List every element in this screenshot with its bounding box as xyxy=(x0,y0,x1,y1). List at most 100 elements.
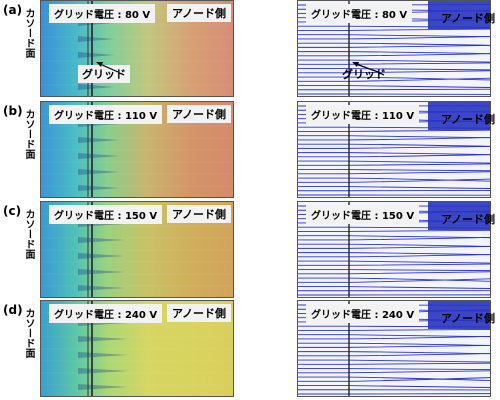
trajectory-line xyxy=(298,70,490,74)
grid-callout-right: グリッド xyxy=(342,68,386,81)
trajectory-line xyxy=(298,359,490,363)
potential-map-panel: グリッド電圧 : 240 V アノード側 xyxy=(40,300,234,397)
trajectory-line xyxy=(298,271,490,275)
row-label: (d) xyxy=(3,303,23,317)
trajectory-line xyxy=(298,254,490,258)
trajectory-line xyxy=(298,59,490,63)
grid-field-tip xyxy=(78,185,119,191)
trajectory-line xyxy=(298,62,490,65)
grid-field-tip xyxy=(78,368,129,374)
potential-map-panel: グリッド電圧 : 80 V アノード側 xyxy=(40,0,234,97)
grid-field-tip xyxy=(78,153,119,159)
cathode-label: カソード面 xyxy=(23,308,34,358)
trajectory-line xyxy=(298,286,490,289)
trajectory-line xyxy=(298,28,490,31)
trajectory-panel: グリッド電圧 : 80 V xyxy=(297,0,491,97)
trajectory-line xyxy=(298,169,490,172)
trajectory-line xyxy=(298,137,490,141)
row-label: (b) xyxy=(3,104,23,118)
trajectory-dense-region xyxy=(428,1,490,29)
trajectory-line xyxy=(298,370,490,374)
row-d: (d) カソード面 グリッド電圧 : 240 V アノード側 グリッド電圧 : … xyxy=(0,300,500,397)
grid-field-tip xyxy=(78,52,114,58)
trajectory-line xyxy=(298,269,490,272)
trajectory-line xyxy=(298,145,490,149)
trajectory-svg xyxy=(298,1,490,96)
row-c: (c) カソード面 グリッド電圧 : 150 V アノード側 グリッド電圧 : … xyxy=(0,201,500,298)
trajectory-line xyxy=(298,135,490,139)
trajectory-panel: グリッド電圧 : 240 V xyxy=(297,300,491,397)
trajectory-line xyxy=(298,335,490,340)
row-b: (b) カソード面 グリッド電圧 : 110 V アノード側 グリッド電圧 : … xyxy=(0,101,500,198)
grid-field-tip xyxy=(78,253,124,259)
potential-map-panel: グリッド電圧 : 150 V アノード側 xyxy=(40,201,234,298)
trajectory-panel: グリッド電圧 : 110 V xyxy=(297,101,491,198)
grid-voltage-label: グリッド電圧 : 150 V xyxy=(49,205,163,224)
grid-field-tip xyxy=(78,237,124,243)
trajectory-panel: グリッド電圧 : 150 V xyxy=(297,201,491,298)
grid-voltage-label: グリッド電圧 : 80 V xyxy=(49,4,156,23)
trajectory-line xyxy=(298,263,490,266)
trajectory-line xyxy=(298,88,490,91)
grid-field-tip xyxy=(78,137,119,143)
anode-side-label: アノード側 xyxy=(166,105,231,123)
trajectory-line xyxy=(298,351,490,355)
trajectory-line xyxy=(298,342,490,346)
trajectory-line xyxy=(298,186,490,189)
cathode-label: カソード面 xyxy=(23,8,34,58)
trajectory-line xyxy=(298,235,490,239)
grid-field-tip xyxy=(78,336,129,342)
grid-field-tip xyxy=(78,269,124,275)
grid-field-tip xyxy=(78,36,114,42)
trajectory-line xyxy=(298,68,490,71)
anode-side-label-right: アノード側 xyxy=(441,12,496,25)
trajectory-line xyxy=(298,51,490,55)
trajectory-line xyxy=(298,171,490,175)
anode-side-label: アノード側 xyxy=(166,304,231,322)
trajectory-line xyxy=(298,237,490,241)
grid-voltage-label: グリッド電圧 : 240 V xyxy=(306,304,420,323)
cathode-label: カソード面 xyxy=(23,209,34,259)
anode-side-label: アノード側 xyxy=(166,4,231,22)
trajectory-line xyxy=(298,243,490,247)
trajectory-line xyxy=(298,163,490,166)
grid-voltage-label: グリッド電圧 : 240 V xyxy=(49,304,163,323)
row-label: (c) xyxy=(3,204,22,218)
trajectory-line xyxy=(298,245,490,249)
trajectory-line xyxy=(298,36,490,40)
trajectory-line xyxy=(298,42,490,46)
trajectory-line xyxy=(298,129,490,132)
anode-side-label-right: アノード側 xyxy=(441,213,496,226)
trajectory-line xyxy=(298,344,490,348)
grid-callout: グリッド xyxy=(78,65,130,83)
potential-map-panel: グリッド電圧 : 110 V アノード側 xyxy=(40,101,234,198)
trajectory-line xyxy=(298,328,490,331)
trajectory-line xyxy=(298,334,490,338)
grid-field-tip xyxy=(78,384,129,390)
trajectory-line xyxy=(298,252,490,256)
trajectory-line xyxy=(298,260,490,264)
trajectory-line xyxy=(298,152,490,156)
trajectory-dense-region xyxy=(428,102,490,130)
trajectory-dense-region xyxy=(428,202,490,230)
grid-voltage-label: グリッド電圧 : 80 V xyxy=(306,4,413,23)
anode-side-label-right: アノード側 xyxy=(441,113,496,126)
grid-voltage-label: グリッド電圧 : 110 V xyxy=(306,105,420,124)
trajectory-line xyxy=(298,368,490,370)
grid-voltage-label: グリッド電圧 : 150 V xyxy=(306,205,420,224)
grid-field-tip xyxy=(78,169,119,175)
trajectory-line xyxy=(298,229,490,232)
trajectory-line xyxy=(298,143,490,147)
cathode-label: カソード面 xyxy=(23,109,34,159)
grid-voltage-label: グリッド電圧 : 110 V xyxy=(49,105,163,124)
row-a: (a) カソード面 グリッド電圧 : 80 V アノード側 グリッド電圧 : 8… xyxy=(0,0,500,97)
trajectory-line xyxy=(298,154,490,158)
trajectory-line xyxy=(298,353,490,357)
row-label: (a) xyxy=(3,3,23,17)
trajectory-line xyxy=(298,362,490,365)
anode-side-label-right: アノード側 xyxy=(441,312,496,325)
grid-field-tip xyxy=(78,84,114,90)
grid-field-tip xyxy=(78,352,129,358)
anode-side-label: アノード側 xyxy=(166,205,231,223)
trajectory-line xyxy=(298,44,490,48)
